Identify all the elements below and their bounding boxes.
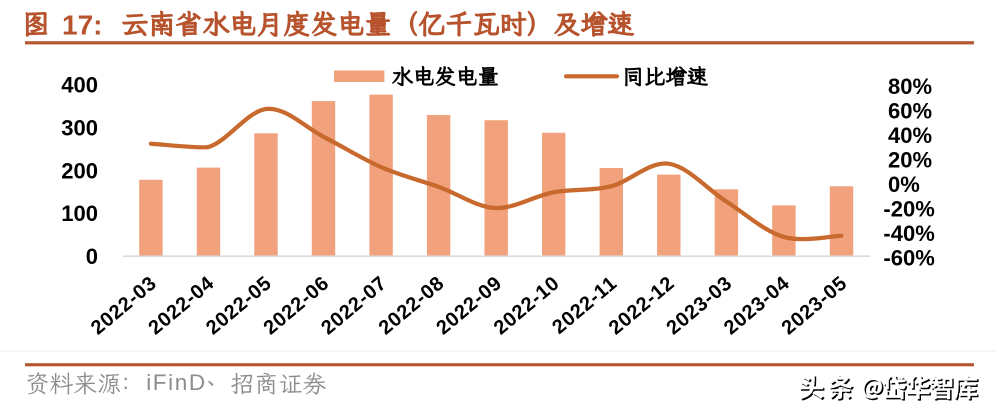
svg-text:200: 200: [61, 158, 98, 183]
svg-text:300: 300: [61, 116, 98, 141]
svg-text:iFinD: iFinD: [146, 370, 207, 395]
svg-text:-20%: -20%: [883, 196, 934, 221]
svg-text:0%: 0%: [888, 172, 920, 197]
svg-text:40%: 40%: [888, 123, 932, 148]
svg-text:60%: 60%: [888, 98, 932, 123]
svg-text:0: 0: [86, 244, 98, 269]
svg-text:-40%: -40%: [883, 221, 934, 246]
svg-text:100: 100: [61, 201, 98, 226]
svg-text:20%: 20%: [888, 147, 932, 172]
svg-text:17:: 17:: [62, 9, 102, 40]
svg-text:-60%: -60%: [883, 245, 934, 270]
svg-text:400: 400: [61, 73, 98, 98]
svg-text:80%: 80%: [888, 74, 932, 99]
